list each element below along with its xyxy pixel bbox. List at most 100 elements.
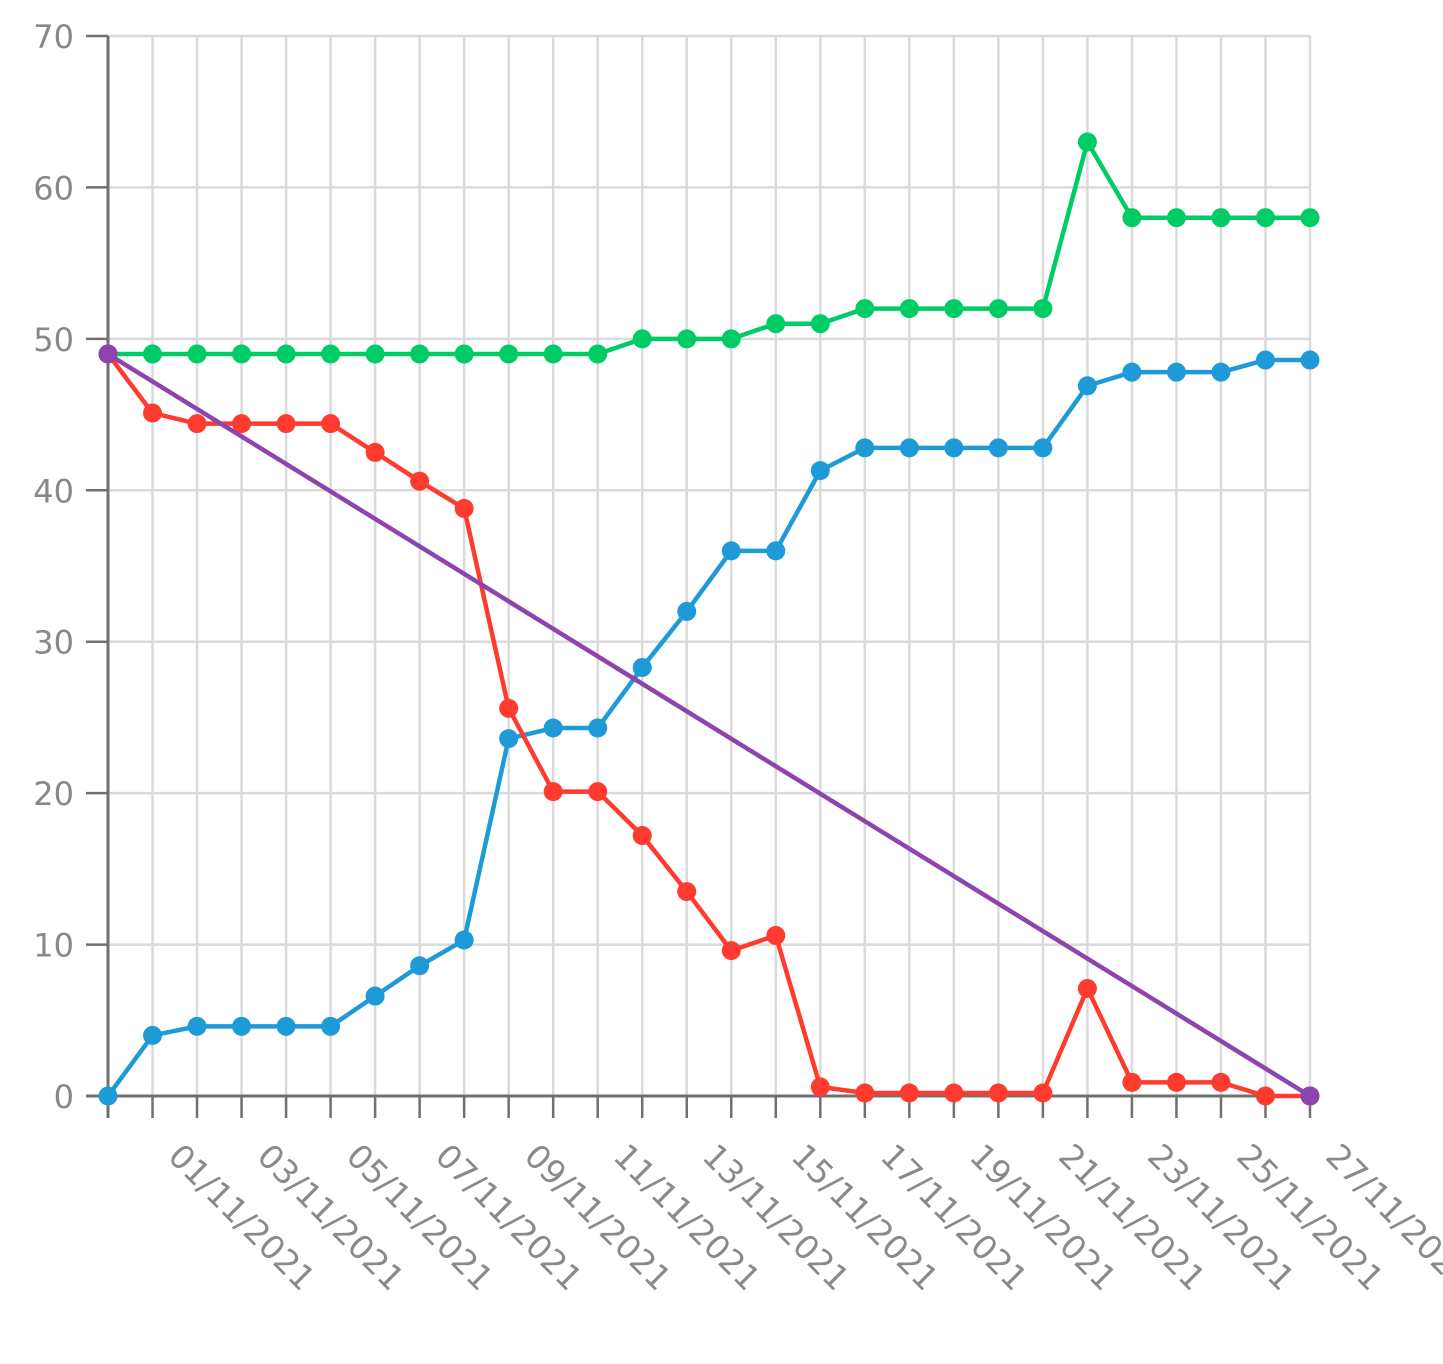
series-3-point — [721, 941, 741, 961]
series-group — [98, 132, 1320, 1106]
y-tick-label: 30 — [33, 624, 74, 662]
y-tick-label: 20 — [33, 775, 74, 813]
series-2-point — [810, 461, 830, 481]
y-axis-ticks: 0 10 20 30 40 50 60 70 — [33, 18, 108, 1116]
series-2-point — [187, 1016, 207, 1036]
x-axis-ticks: 01/11/202103/11/202105/11/202107/11/2021… — [106, 1096, 1443, 1298]
y-tick-label: 40 — [33, 472, 74, 510]
series-2-point — [899, 438, 919, 458]
series-2-point — [1122, 362, 1142, 382]
series-1-point — [766, 314, 786, 334]
series-3-point — [677, 882, 697, 902]
series-1-point — [1077, 132, 1097, 152]
series-2-point — [365, 986, 385, 1006]
series-3-point — [276, 414, 296, 434]
series-3-point — [321, 414, 341, 434]
series-2-point — [543, 718, 563, 738]
series-3-point — [1166, 1072, 1186, 1092]
series-3-point — [454, 498, 474, 518]
series-2-point — [1033, 438, 1053, 458]
series-3-point — [410, 471, 430, 491]
series-3-point — [543, 782, 563, 802]
series-3 — [98, 344, 1320, 1106]
series-3-point — [365, 442, 385, 462]
series-3-line — [106, 352, 1310, 1099]
series-1-point — [677, 329, 697, 349]
series-2-point — [1166, 362, 1186, 382]
y-tick-label: 60 — [33, 169, 74, 207]
series-2-point — [276, 1016, 296, 1036]
series-1-point — [588, 344, 608, 364]
series-2-point — [232, 1016, 252, 1036]
series-2-point — [321, 1016, 341, 1036]
series-1-point — [187, 344, 207, 364]
series-1-point — [855, 299, 875, 319]
series-3-point — [187, 414, 207, 434]
y-tick-label: 10 — [33, 927, 74, 965]
series-2-point — [98, 1086, 118, 1106]
series-2-point — [410, 956, 430, 976]
series-3-point — [810, 1077, 830, 1097]
series-2-point — [499, 729, 519, 749]
series-1-point — [143, 344, 163, 364]
series-3-point — [766, 925, 786, 945]
series-1-point — [276, 344, 296, 364]
series-3-point — [232, 414, 252, 434]
series-3-point — [143, 403, 163, 423]
series-1-point — [721, 329, 741, 349]
series-1-point — [1122, 208, 1142, 228]
series-2-point — [944, 438, 964, 458]
grid-lines — [108, 34, 1312, 1096]
series-1-point — [1211, 208, 1231, 228]
series-3-point — [944, 1083, 964, 1103]
y-tick-label: 50 — [33, 321, 74, 359]
series-1-point — [232, 344, 252, 364]
series-3-point — [499, 698, 519, 718]
series-1-point — [899, 299, 919, 319]
series-2-point — [677, 601, 697, 621]
series-3-point — [1255, 1086, 1275, 1106]
series-1-point — [632, 329, 652, 349]
series-1-point — [410, 344, 430, 364]
series-1 — [98, 132, 1320, 364]
series-2-point — [1300, 350, 1320, 370]
series-2-point — [988, 438, 1008, 458]
series-1-point — [454, 344, 474, 364]
series-3-point — [632, 826, 652, 846]
series-3-point — [588, 782, 608, 802]
series-3-point — [988, 1083, 1008, 1103]
series-1-point — [321, 344, 341, 364]
series-2-point — [721, 541, 741, 561]
series-3-point — [1122, 1072, 1142, 1092]
series-3-point — [899, 1083, 919, 1103]
series-1-point — [1033, 299, 1053, 319]
series-4-line — [106, 352, 1312, 1098]
series-2 — [98, 350, 1320, 1106]
series-2-point — [855, 438, 875, 458]
series-1-point — [365, 344, 385, 364]
series-3-point — [1211, 1072, 1231, 1092]
series-2-point — [632, 657, 652, 677]
series-4 — [98, 344, 1320, 1106]
series-2-point — [1255, 350, 1275, 370]
series-2-point — [1077, 376, 1097, 396]
series-1-point — [810, 314, 830, 334]
series-3-point — [855, 1083, 875, 1103]
series-4-point — [98, 344, 118, 364]
series-2-point — [143, 1025, 163, 1045]
series-2-point — [454, 930, 474, 950]
series-1-point — [1300, 208, 1320, 228]
series-2-point — [766, 541, 786, 561]
series-1-point — [988, 299, 1008, 319]
series-3-point — [1077, 978, 1097, 998]
series-1-point — [543, 344, 563, 364]
axes — [86, 36, 1310, 1118]
series-3-point — [1033, 1083, 1053, 1103]
series-1-line — [108, 139, 1310, 357]
series-1-point — [1166, 208, 1186, 228]
series-2-line — [106, 357, 1310, 1098]
series-1-point — [499, 344, 519, 364]
series-4-point — [1300, 1086, 1320, 1106]
series-2-point — [1211, 362, 1231, 382]
